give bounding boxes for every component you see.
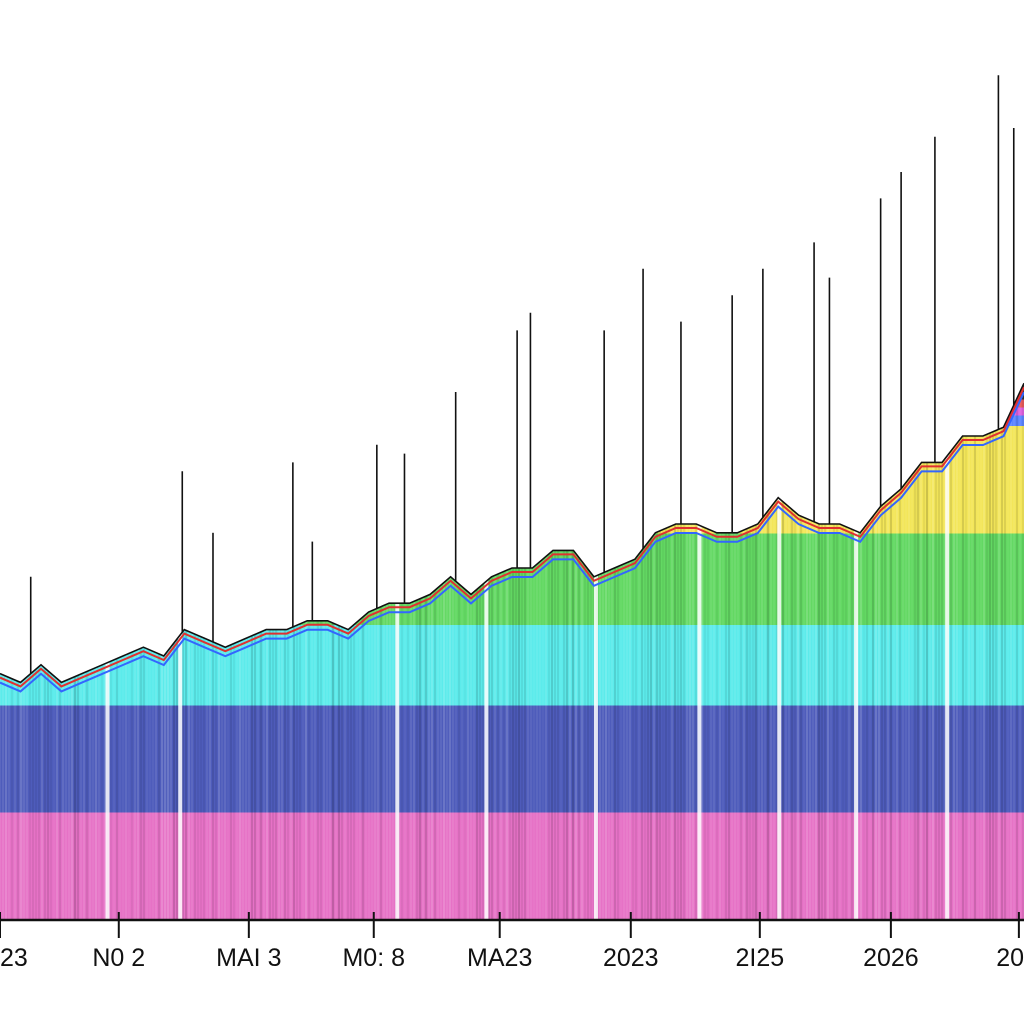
spike-lines [29,75,1015,674]
x-tick-label: 2I25 [735,944,784,972]
x-tick-label: M0: 8 [342,944,405,972]
x-tick-label: 2026 [863,944,919,972]
red-edge-line [0,386,1024,688]
x-tick-label: MAI 3 [216,944,281,972]
x-tick-label: N0 2 [92,944,145,972]
x-tick-label: MA23 [467,944,532,972]
envelope-line [0,382,1024,684]
x-tick-label: 23 [0,944,28,972]
blue-edge-line [0,391,1024,693]
x-tick-label: 20 [996,944,1024,972]
x-axis-ticks: 23 N0 2 MAI 3 M0: 8 MA23 2023 2I25 2026 20 [0,912,1024,972]
x-tick-label: 2023 [603,944,659,972]
